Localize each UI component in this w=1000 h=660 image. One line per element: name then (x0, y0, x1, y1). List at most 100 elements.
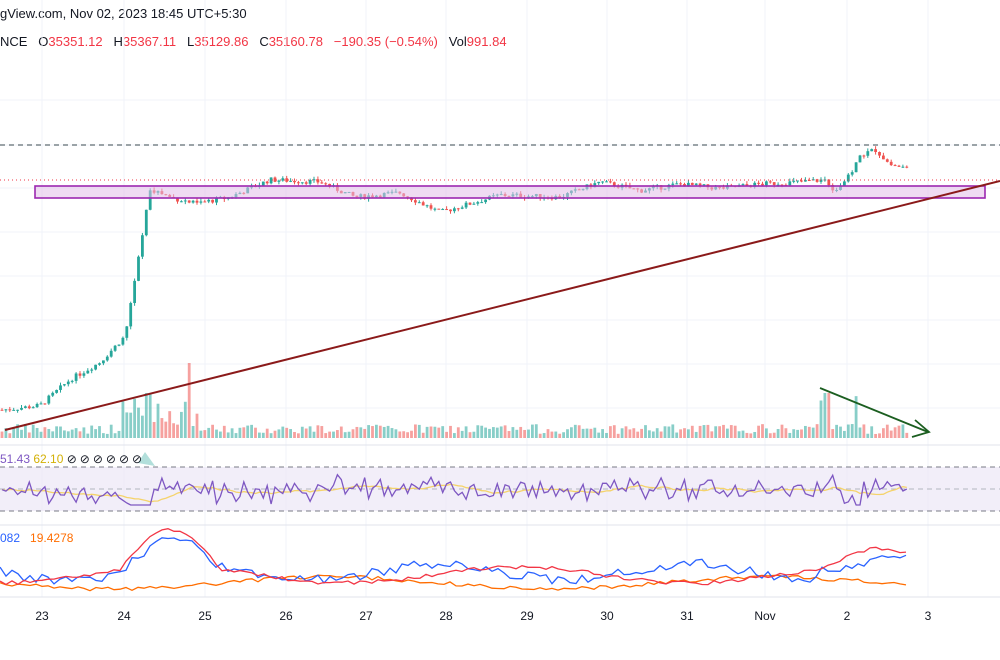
candle-body (804, 180, 807, 182)
volume-bar (449, 425, 452, 438)
volume-bar (359, 427, 363, 438)
candle-body (843, 181, 846, 186)
candle-body (261, 181, 265, 186)
volume-bar (168, 411, 172, 438)
volume-bar (733, 425, 737, 438)
volume-bar (234, 433, 238, 438)
candle-body (312, 179, 316, 181)
volume-bar (663, 426, 667, 438)
volume-bar (242, 427, 246, 438)
volume-bar (796, 429, 799, 438)
candle-body (98, 363, 101, 365)
volume-bar (55, 426, 58, 438)
volume-bar (671, 424, 675, 438)
candle-body (460, 207, 464, 209)
candle-body (63, 384, 66, 386)
volume-bar (351, 429, 355, 438)
volume-bar (698, 425, 702, 438)
volume-bar (453, 433, 456, 438)
volume-bar (523, 429, 526, 438)
candle-body (39, 403, 43, 405)
adx-value: 082 (0, 531, 21, 545)
candle-body (765, 181, 768, 186)
volume-bar (542, 433, 546, 438)
candle-body (211, 199, 214, 203)
candle-body (866, 151, 870, 156)
candle-body (456, 208, 460, 210)
volume-bar (332, 431, 335, 438)
candle-body (889, 161, 893, 166)
volume-bar (632, 428, 636, 438)
candle-body (815, 179, 819, 182)
volume-bar (425, 426, 429, 438)
volume-bar (152, 421, 156, 438)
volume-bar (655, 428, 659, 438)
volume-bar (367, 425, 370, 438)
volume-bar (679, 429, 682, 438)
ohlc-legend: NCE O35351.12 H35367.11 L35129.86 C35160… (0, 34, 507, 49)
x-tick-label: 27 (359, 609, 373, 623)
candle-body (854, 162, 858, 173)
volume-bar (183, 401, 187, 438)
volume-bar (531, 424, 534, 438)
candle-body (702, 184, 706, 186)
volume-bar (433, 426, 437, 438)
volume-bar (281, 426, 285, 438)
candle-body (316, 179, 320, 183)
symbol-label: NCE (0, 34, 28, 49)
volume-bar (835, 424, 838, 438)
candle-body (148, 190, 152, 210)
volume-bar (265, 428, 269, 438)
rsi-line (1, 473, 908, 506)
candle-body (273, 177, 277, 182)
candle-body (51, 392, 55, 396)
volume-bar (16, 424, 19, 438)
volume-bar (78, 431, 82, 438)
candle-body (133, 280, 136, 304)
candle-body (609, 181, 612, 183)
x-tick-label: 28 (439, 609, 453, 623)
volume-bar (90, 425, 94, 438)
candle-body (437, 208, 441, 210)
volume-bar (628, 429, 632, 438)
volume-bar (854, 396, 858, 438)
volume-bar (515, 429, 519, 438)
candle-body (281, 178, 285, 181)
volume-arrow[interactable] (819, 387, 931, 438)
candle-body (905, 166, 909, 168)
volume-bar (675, 432, 679, 438)
volume-bar (74, 428, 78, 438)
candle-body (90, 369, 94, 371)
resistance-zone[interactable] (34, 185, 986, 199)
candle-body (417, 202, 421, 204)
candle-body (679, 183, 682, 185)
candle-body (74, 373, 78, 381)
volume-bar (226, 432, 230, 438)
candle-body (121, 337, 125, 345)
candle-body (597, 181, 601, 184)
candle-body (870, 149, 874, 152)
candle-body (862, 155, 866, 157)
volume-bar (753, 431, 757, 438)
volume-bar (702, 425, 706, 438)
volume-bar (414, 424, 417, 438)
candle-body (776, 184, 780, 186)
volume-bar (394, 429, 398, 438)
candle-body (195, 200, 199, 203)
candle-body (441, 209, 445, 211)
candle-body (850, 172, 854, 175)
candle-body (47, 395, 51, 404)
volume-bar (683, 428, 686, 438)
candle-body (105, 356, 109, 361)
ascending-trendline[interactable] (4, 180, 1000, 431)
volume-bar (897, 425, 901, 438)
x-tick-label: 30 (600, 609, 614, 623)
volume-bar (211, 424, 214, 438)
volume-bar (285, 427, 289, 438)
open-value: 35351.12 (48, 34, 103, 49)
volume-bar (499, 426, 503, 438)
change-value: −190.35 (−0.54%) (333, 34, 438, 49)
candle-body (113, 345, 117, 351)
chart-header-line: gView.com, Nov 02, 2023 18:45 UTC+5:30 (0, 6, 247, 21)
